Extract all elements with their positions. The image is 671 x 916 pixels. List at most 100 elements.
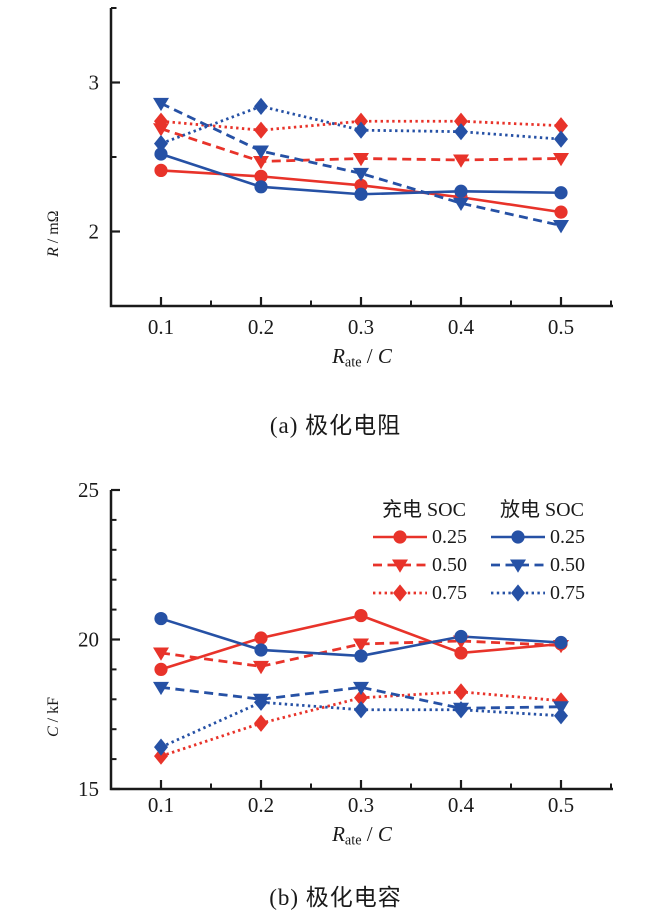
- triangle-down-marker: [453, 154, 469, 168]
- diamond-marker: [354, 112, 368, 130]
- circle-marker: [254, 643, 268, 657]
- diamond-marker: [393, 584, 407, 602]
- triangle-down-marker: [453, 197, 469, 211]
- diamond-marker: [511, 584, 525, 602]
- legend-header-charge: 充电 SOC: [382, 499, 466, 521]
- circle-marker: [511, 530, 525, 544]
- diamond-marker: [154, 747, 168, 765]
- series-line: [160, 685, 562, 710]
- diamond-marker: [354, 689, 368, 707]
- x-tick-label: 0.3: [348, 315, 374, 339]
- x-tick-label: 0.4: [448, 793, 475, 817]
- caption-panel-a: (a) 极化电阻: [269, 413, 402, 438]
- x-tick-label: 0.5: [548, 315, 574, 339]
- x-axis-symbol-a: R: [332, 344, 345, 368]
- circle-marker: [393, 530, 407, 544]
- legend-line-sample: [491, 584, 545, 602]
- x-axis-symbol2-b: C: [377, 822, 392, 846]
- y-tick-label: 15: [78, 777, 99, 801]
- triangle-down-marker: [253, 660, 269, 675]
- y-tick-label: 3: [89, 71, 100, 95]
- circle-marker: [354, 608, 368, 623]
- circle-marker: [454, 646, 468, 660]
- legend-line-sample: [373, 584, 427, 602]
- triangle-down-marker: [510, 559, 526, 573]
- legend-label: 0.25: [550, 525, 585, 548]
- circle-marker: [454, 629, 468, 644]
- legend-row: 0.75: [372, 579, 476, 607]
- y-axis-symbol-b: C: [45, 726, 62, 737]
- diamond-marker: [454, 701, 468, 719]
- legend-header-discharge: 放电 SOC: [500, 499, 584, 521]
- x-tick-label: 0.5: [548, 793, 574, 817]
- circle-marker: [254, 631, 268, 645]
- legend-row: 0.25: [372, 523, 476, 551]
- y-axis-symbol-a: R: [45, 247, 62, 257]
- legend-label: 0.25: [432, 525, 467, 548]
- triangle-down-marker: [353, 681, 369, 696]
- chart-panel-a: 0.1 0.2 0.3 0.4 0.5 2 3: [89, 7, 613, 339]
- x-tick-label: 0.1: [148, 793, 174, 817]
- y-tick-label: 2: [89, 220, 100, 244]
- x-axis-symbol-b: R: [332, 822, 345, 846]
- legend-line-sample: [373, 559, 427, 573]
- x-axis-symbol2-a: C: [377, 344, 392, 368]
- triangle-down-marker: [392, 559, 408, 573]
- diamond-marker: [554, 130, 568, 148]
- diamond-marker: [354, 121, 368, 139]
- legend-column-charge: 充电 SOC 0.25 0.50 0.75: [372, 497, 476, 607]
- legend-label: 0.75: [550, 581, 585, 604]
- axis-spine: [109, 8, 613, 308]
- legend-line-sample: [491, 530, 545, 544]
- legend-row: 0.50: [372, 551, 476, 579]
- diamond-marker: [554, 707, 568, 725]
- legend-column-discharge: 放电 SOC 0.25 0.50 0.75: [490, 497, 594, 607]
- x-tick-label: 0.3: [348, 793, 374, 817]
- caption-panel-b: (b) 极化电容: [269, 885, 402, 910]
- circle-marker: [254, 180, 268, 194]
- circle-marker: [554, 635, 568, 650]
- legend-line-sample: [373, 530, 427, 544]
- circle-marker: [354, 187, 368, 201]
- triangle-down-marker: [153, 681, 169, 696]
- y-axis-label-a: R / mΩ: [41, 57, 67, 257]
- x-axis-label-b: Rate / C: [111, 822, 613, 850]
- x-axis-subscript-a: ate: [344, 354, 362, 371]
- legend-row: 0.75: [490, 579, 594, 607]
- legend-line-sample: [491, 559, 545, 573]
- circle-marker: [354, 649, 368, 663]
- diamond-marker: [454, 112, 468, 130]
- series-line: [160, 102, 562, 227]
- circle-marker: [154, 611, 168, 626]
- diamond-marker: [154, 738, 168, 756]
- x-axis-subscript-b: ate: [344, 832, 362, 849]
- diamond-marker: [454, 123, 468, 141]
- triangle-down-marker: [253, 145, 269, 159]
- triangle-down-marker: [153, 647, 169, 661]
- y-axis-unit-a: / mΩ: [45, 210, 62, 248]
- triangle-down-marker: [353, 167, 369, 182]
- x-axis-label-a: Rate / C: [111, 344, 613, 372]
- x-axis-divider-b: /: [361, 822, 378, 846]
- circle-marker: [254, 169, 268, 183]
- chart-panel-b: 0.1 0.2 0.3 0.4 0.5 15 20 25: [78, 478, 613, 817]
- triangle-down-marker: [253, 155, 269, 170]
- diamond-marker: [154, 112, 168, 130]
- x-tick-label: 0.2: [248, 315, 274, 339]
- x-tick-label: 0.4: [448, 315, 475, 339]
- triangle-down-marker: [353, 638, 369, 652]
- diamond-marker: [254, 121, 268, 139]
- circle-marker: [454, 184, 468, 198]
- y-tick-label: 25: [78, 478, 99, 502]
- legend-label: 0.50: [550, 553, 585, 576]
- series-line: [160, 690, 562, 758]
- circle-marker: [154, 147, 168, 161]
- y-axis-label-b: C / kF: [41, 537, 67, 737]
- diamond-marker: [154, 134, 168, 153]
- legend: 充电 SOC 0.25 0.50 0.75 放电 SOC 0.25 0.: [372, 497, 594, 607]
- legend-label: 0.75: [432, 581, 467, 604]
- circle-marker: [154, 662, 168, 676]
- x-axis-divider-a: /: [361, 344, 378, 368]
- y-axis-unit-b: / kF: [45, 696, 62, 727]
